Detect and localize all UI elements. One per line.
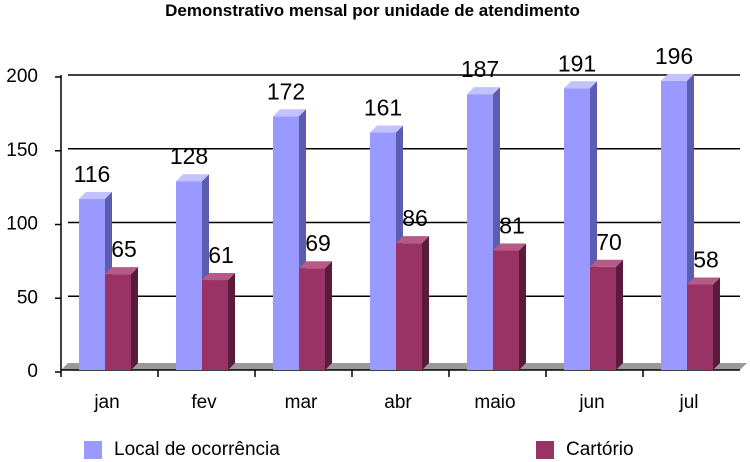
data-label: 65 (111, 236, 137, 262)
y-tick-label: 50 (17, 287, 38, 308)
bar-top (299, 261, 332, 269)
x-tick-label: jul (678, 392, 698, 413)
bar (467, 94, 493, 371)
x-tick-label: fev (191, 392, 217, 413)
bar-side (713, 277, 720, 370)
data-label: 70 (596, 229, 622, 255)
x-tick-label: mar (285, 392, 318, 413)
y-tick-label: 0 (27, 361, 38, 382)
bar-side (422, 236, 429, 370)
data-label: 187 (461, 56, 499, 82)
data-label: 116 (74, 161, 111, 187)
data-label: 196 (655, 43, 693, 69)
bar (79, 198, 105, 370)
y-tick-label: 100 (6, 214, 38, 235)
bar (273, 116, 299, 370)
bar-top (661, 73, 694, 81)
bar (105, 274, 131, 370)
y-tick-label: 150 (6, 140, 38, 161)
legend-item-local: Local de ocorrência (84, 438, 280, 462)
bar-top (493, 243, 526, 251)
data-label: 191 (558, 50, 596, 76)
bar (493, 250, 519, 370)
bar-side (616, 259, 623, 370)
bar-side (325, 261, 332, 370)
bar-side (519, 243, 526, 370)
bar (661, 80, 687, 371)
bar-top (176, 174, 209, 182)
legend-swatch-cartorio (536, 441, 554, 459)
data-label: 172 (267, 78, 305, 104)
x-tick-label: jan (93, 392, 119, 413)
bar-top (273, 109, 306, 117)
legend-swatch-local (84, 441, 102, 459)
data-label: 81 (499, 213, 525, 239)
bar-side (228, 273, 235, 370)
data-label: 161 (364, 95, 402, 121)
data-label: 61 (208, 242, 234, 268)
data-label: 128 (170, 143, 208, 169)
data-label: 69 (305, 230, 331, 256)
bar (687, 284, 713, 370)
bar-side (131, 267, 138, 370)
bar (176, 181, 202, 370)
bar (299, 268, 325, 370)
bar-top (467, 87, 500, 95)
bar (590, 266, 616, 370)
legend-item-cartorio: Cartório (536, 438, 634, 462)
data-label: 86 (402, 205, 428, 231)
bar-top (687, 277, 720, 285)
x-tick-label: abr (384, 392, 412, 413)
bar-top (370, 125, 403, 133)
legend-label-cartorio: Cartório (566, 439, 634, 460)
bar (370, 132, 396, 370)
legend-label-local: Local de ocorrência (114, 439, 280, 460)
bar-top (590, 259, 623, 267)
bar (202, 280, 228, 370)
y-tick-label: 200 (6, 66, 38, 87)
bar-top (396, 236, 429, 244)
chart-title: Demonstrativo mensal por unidade de aten… (165, 1, 580, 20)
bar-top (202, 273, 235, 281)
x-tick-label: maio (474, 392, 515, 413)
bar-top (105, 267, 138, 275)
bar-top (79, 191, 112, 199)
x-tick-label: jun (578, 392, 604, 413)
bar-top (564, 81, 597, 89)
data-label: 58 (693, 246, 719, 272)
bar (564, 88, 590, 371)
bar (396, 243, 422, 370)
